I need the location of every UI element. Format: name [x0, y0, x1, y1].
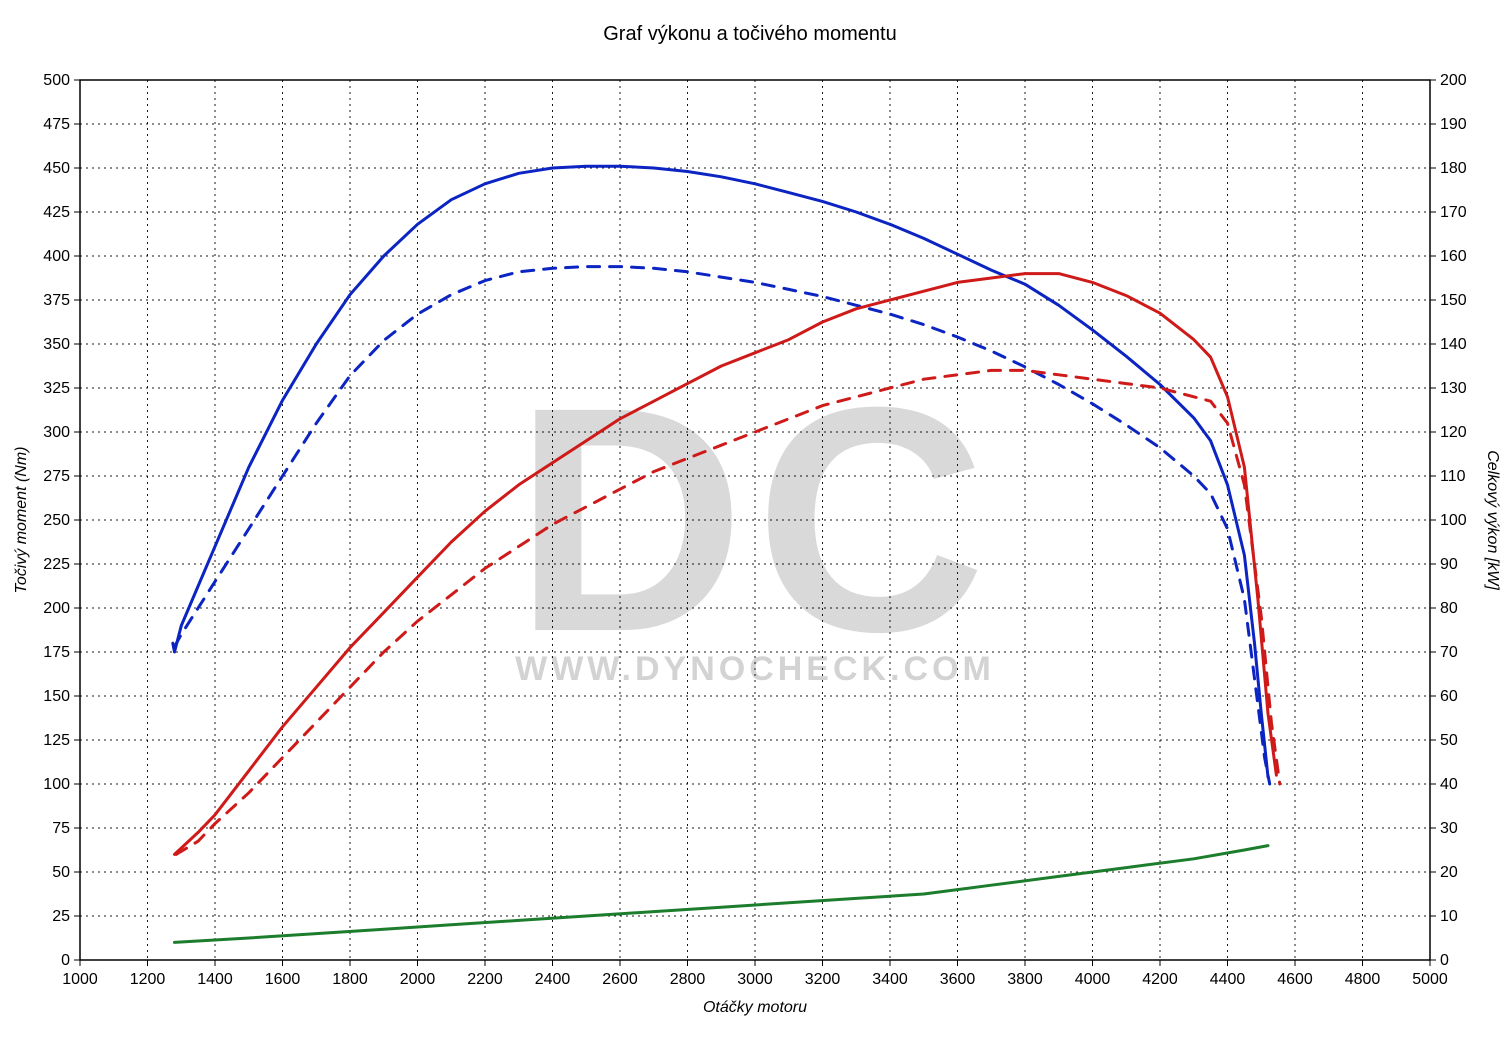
y-right-tick-label: 70 — [1440, 644, 1458, 661]
y-right-tick-label: 90 — [1440, 556, 1458, 573]
x-tick-label: 1600 — [265, 971, 301, 988]
x-tick-label: 1000 — [62, 971, 98, 988]
y-right-tick-label: 130 — [1440, 380, 1467, 397]
y-left-tick-label: 175 — [43, 644, 70, 661]
y-right-tick-label: 140 — [1440, 336, 1467, 353]
y-right-tick-label: 40 — [1440, 776, 1458, 793]
y-right-tick-label: 80 — [1440, 600, 1458, 617]
chart-title: Graf výkonu a točivého momentu — [603, 23, 896, 45]
x-tick-label: 2200 — [467, 971, 503, 988]
x-tick-label: 2000 — [400, 971, 436, 988]
y-right-tick-label: 60 — [1440, 688, 1458, 705]
y-right-tick-label: 100 — [1440, 512, 1467, 529]
y-right-tick-label: 180 — [1440, 160, 1467, 177]
y-right-tick-label: 200 — [1440, 72, 1467, 89]
x-tick-label: 3600 — [940, 971, 976, 988]
x-tick-label: 1800 — [332, 971, 368, 988]
y-left-tick-label: 400 — [43, 248, 70, 265]
y-left-tick-label: 375 — [43, 292, 70, 309]
x-tick-label: 1200 — [130, 971, 166, 988]
y-right-tick-label: 170 — [1440, 204, 1467, 221]
x-tick-label: 3200 — [805, 971, 841, 988]
y-right-tick-label: 30 — [1440, 820, 1458, 837]
y-left-tick-label: 150 — [43, 688, 70, 705]
y-left-tick-label: 500 — [43, 72, 70, 89]
y-left-tick-label: 325 — [43, 380, 70, 397]
y-left-tick-label: 200 — [43, 600, 70, 617]
y-left-tick-label: 300 — [43, 424, 70, 441]
x-tick-label: 4200 — [1142, 971, 1178, 988]
x-tick-label: 2600 — [602, 971, 638, 988]
y-right-tick-label: 20 — [1440, 864, 1458, 881]
y-left-tick-label: 450 — [43, 160, 70, 177]
y-right-tick-label: 190 — [1440, 116, 1467, 133]
x-tick-label: 4400 — [1210, 971, 1246, 988]
y-left-tick-label: 75 — [52, 820, 70, 837]
y-right-tick-label: 120 — [1440, 424, 1467, 441]
y-left-tick-label: 25 — [52, 908, 70, 925]
y-left-tick-label: 275 — [43, 468, 70, 485]
x-tick-label: 3800 — [1007, 971, 1043, 988]
y-left-tick-label: 0 — [61, 952, 70, 969]
y-left-tick-label: 475 — [43, 116, 70, 133]
x-tick-label: 1400 — [197, 971, 233, 988]
x-axis-label: Otáčky motoru — [703, 999, 807, 1016]
y-left-tick-label: 225 — [43, 556, 70, 573]
y-right-axis-label: Celkový výkon [kW] — [1484, 450, 1500, 590]
y-right-tick-label: 160 — [1440, 248, 1467, 265]
x-tick-label: 4600 — [1277, 971, 1313, 988]
x-tick-label: 4000 — [1075, 971, 1111, 988]
y-left-tick-label: 350 — [43, 336, 70, 353]
y-left-axis-label: Točivý moment (Nm) — [13, 447, 30, 594]
y-left-tick-label: 425 — [43, 204, 70, 221]
x-tick-label: 3000 — [737, 971, 773, 988]
y-left-tick-label: 100 — [43, 776, 70, 793]
x-tick-label: 4800 — [1345, 971, 1381, 988]
y-right-tick-label: 50 — [1440, 732, 1458, 749]
y-right-tick-label: 10 — [1440, 908, 1458, 925]
y-left-tick-label: 50 — [52, 864, 70, 881]
x-tick-label: 3400 — [872, 971, 908, 988]
x-tick-label: 2400 — [535, 971, 571, 988]
x-tick-label: 2800 — [670, 971, 706, 988]
y-left-tick-label: 250 — [43, 512, 70, 529]
y-right-tick-label: 0 — [1440, 952, 1449, 969]
y-right-tick-label: 110 — [1440, 468, 1466, 485]
x-tick-label: 5000 — [1412, 971, 1448, 988]
chart-svg: DCWWW.DYNOCHECK.COM100012001400160018002… — [0, 0, 1500, 1041]
y-right-tick-label: 150 — [1440, 292, 1467, 309]
y-left-tick-label: 125 — [43, 732, 70, 749]
dyno-chart: DCWWW.DYNOCHECK.COM100012001400160018002… — [0, 0, 1500, 1041]
